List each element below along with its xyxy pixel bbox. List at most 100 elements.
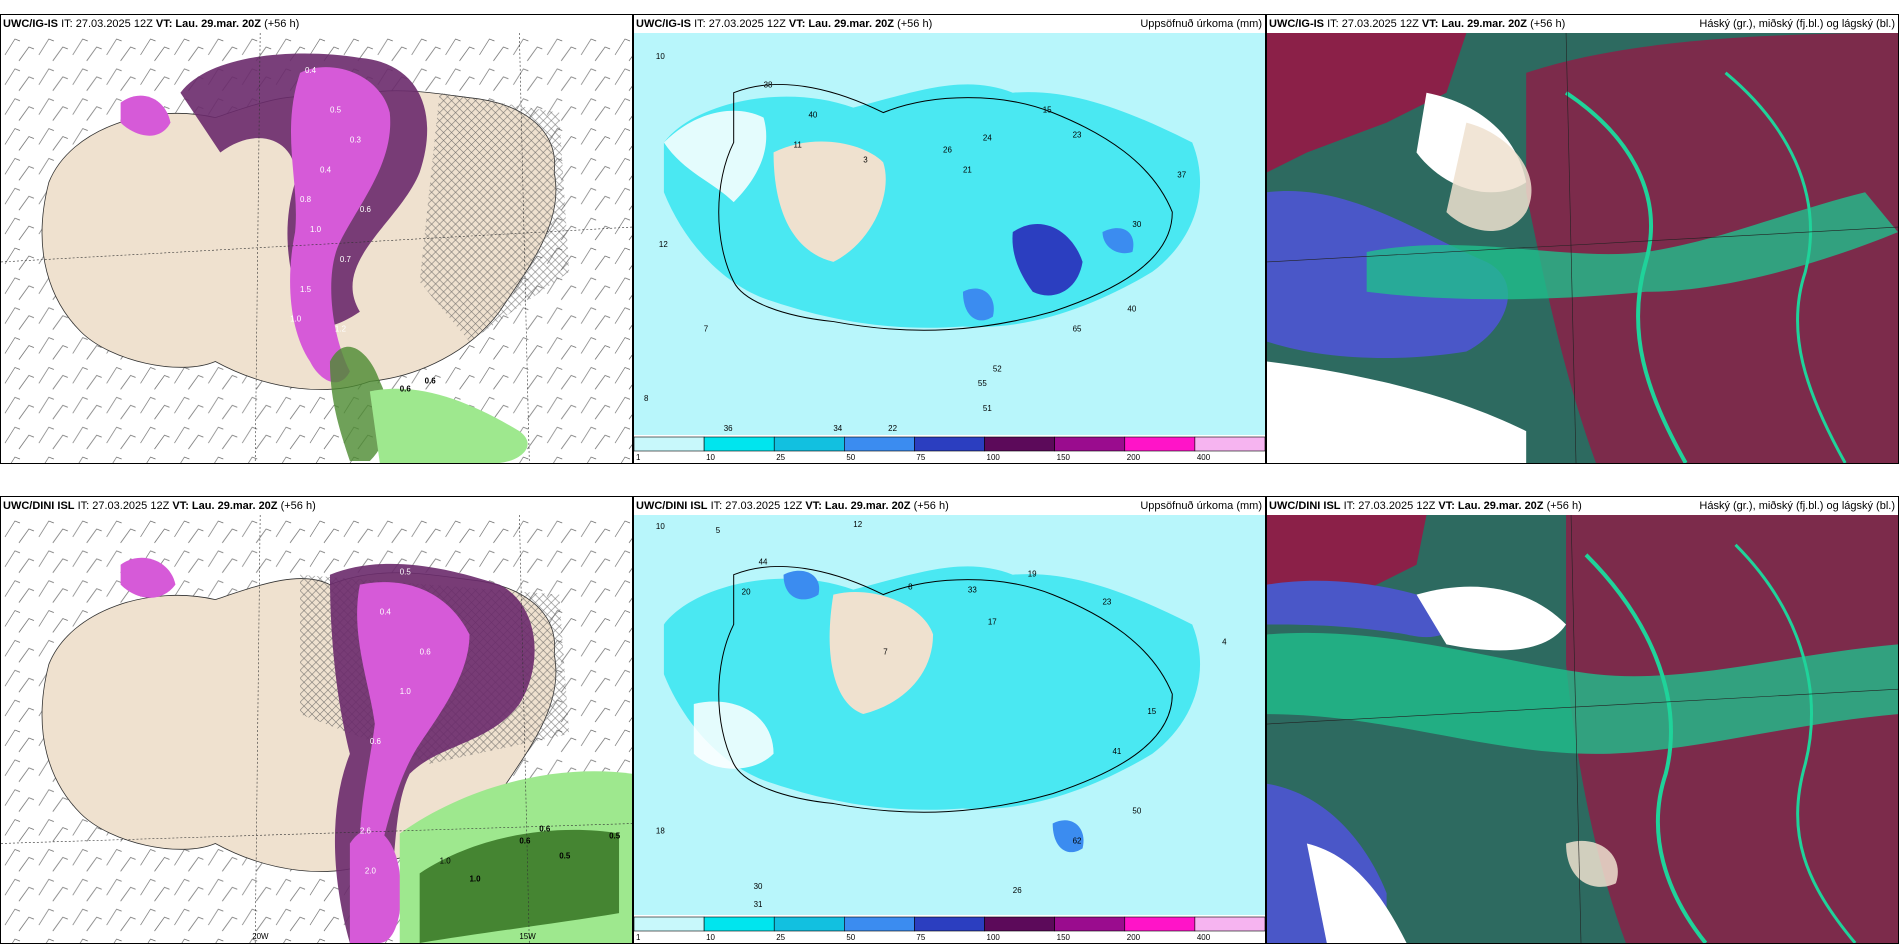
- snow-label: 0.8: [300, 195, 312, 204]
- map-panel-precip-top: UWC/IG-IS IT: 27.03.2025 12Z VT: Lau. 29…: [633, 14, 1266, 464]
- colorbar-tick-label: 150: [1057, 933, 1071, 942]
- precip-map: 10 5 12 44 20 33 17 19 23 15 41 62 50 30…: [634, 515, 1265, 915]
- precip-value: 8: [908, 583, 913, 592]
- precip-value: 50: [1132, 807, 1141, 816]
- cloud-map: [1267, 33, 1898, 463]
- snow-label: 0.6: [360, 205, 372, 214]
- init-time: IT: 27.03.2025 12Z: [1327, 18, 1419, 30]
- init-time: IT: 27.03.2025 12Z: [77, 500, 170, 512]
- precip-value: 19: [1028, 570, 1037, 579]
- snow-label: 1.0: [290, 315, 302, 324]
- snow-label: 0.4: [305, 66, 317, 75]
- colorbar-tick-label: 400: [1197, 453, 1211, 462]
- precip-value: 65: [1073, 325, 1082, 334]
- precip-value: 23: [1103, 598, 1112, 607]
- precip-value: 37: [1177, 170, 1186, 179]
- precip-value: 10: [656, 52, 665, 61]
- rain-label: 1.0: [470, 874, 482, 883]
- precip-value: 24: [983, 133, 992, 142]
- colorbar-tick-label: 25: [776, 933, 785, 942]
- snow-label: 0.3: [350, 135, 362, 144]
- colorbar-swatch: [773, 436, 845, 452]
- precip-value: 55: [978, 379, 987, 388]
- colorbar-tick-label: 10: [706, 453, 715, 462]
- map-panel-wind-snow-bottom: UWC/DINI ISL IT: 27.03.2025 12Z VT: Lau.…: [0, 496, 633, 944]
- colorbar-swatch: [773, 916, 845, 932]
- snow-label: 0.5: [330, 106, 342, 115]
- panel-header: UWC/DINI ISL IT: 27.03.2025 12Z VT: Lau.…: [634, 497, 1265, 515]
- precip-value: 3: [863, 155, 868, 164]
- precip-value: 11: [793, 140, 802, 149]
- precip-value: 15: [1043, 106, 1052, 115]
- colorbar-tick-label: 400: [1197, 933, 1211, 942]
- precip-value: 30: [754, 882, 763, 891]
- colorbar-swatch: [1194, 436, 1265, 452]
- precip-value: 26: [943, 145, 952, 154]
- model-name: UWC/IG-IS: [3, 18, 58, 30]
- precip-value: 17: [988, 617, 997, 626]
- panel-header: UWC/DINI ISL IT: 27.03.2025 12Z VT: Lau.…: [1267, 497, 1898, 515]
- map-panel-clouds-bottom: UWC/DINI ISL IT: 27.03.2025 12Z VT: Lau.…: [1266, 496, 1899, 944]
- colorbar-swatch: [1054, 436, 1126, 452]
- precip-value: 36: [724, 424, 733, 433]
- snow-label: 0.4: [320, 165, 332, 174]
- precip-value: 41: [1112, 747, 1121, 756]
- valid-label: VT:: [1421, 18, 1439, 30]
- precip-value: 4: [1222, 637, 1227, 646]
- lead-time: (+56 h): [913, 500, 949, 512]
- colorbar-tick-label: 200: [1127, 453, 1141, 462]
- model-name: UWC/DINI ISL: [636, 500, 708, 512]
- precip-value: 10: [656, 522, 665, 531]
- init-time: IT: 27.03.2025 12Z: [61, 18, 153, 30]
- precip-value: 23: [1073, 130, 1082, 139]
- precip-value: 8: [644, 394, 649, 403]
- field-title: Uppsöfnuð úrkoma (mm): [1140, 500, 1262, 512]
- rain-label: 0.5: [609, 831, 621, 840]
- colorbar-swatch: [634, 916, 705, 932]
- colorbar-tick-label: 75: [916, 453, 925, 462]
- model-name: UWC/IG-IS: [1269, 18, 1324, 30]
- field-title: Háský (gr.), miðský (fj.bl.) og lágský (…: [1699, 500, 1895, 512]
- wind-snow-map: 0.5 0.4 0.6 1.0 0.6 2.6 2.0 1.0 0.6 0.6 …: [1, 515, 632, 943]
- precip-value: 51: [983, 404, 992, 413]
- colorbar-swatch: [1194, 916, 1265, 932]
- precip-value: 52: [993, 364, 1002, 373]
- precip-value: 22: [888, 424, 897, 433]
- map-panel-wind-snow-top: UWC/IG-IS IT: 27.03.2025 12Z VT: Lau. 29…: [0, 14, 633, 464]
- colorbar-tick-label: 50: [846, 453, 855, 462]
- colorbar-swatch: [984, 916, 1055, 932]
- panel-header: UWC/DINI ISL IT: 27.03.2025 12Z VT: Lau.…: [1, 497, 632, 515]
- colorbar-swatch: [844, 436, 915, 452]
- panel-header: UWC/IG-IS IT: 27.03.2025 12Z VT: Lau. 29…: [1267, 15, 1898, 33]
- colorbar-swatch: [914, 436, 985, 452]
- precip-value: 62: [1073, 836, 1082, 845]
- panel-header: UWC/IG-IS IT: 27.03.2025 12Z VT: Lau. 29…: [1, 15, 632, 33]
- valid-time: Lau. 29.mar. 20Z: [175, 18, 262, 30]
- colorbar-swatch: [1054, 916, 1126, 932]
- colorbar-swatch: [703, 916, 775, 932]
- precip-value: 44: [759, 558, 768, 567]
- precip-value: 31: [754, 900, 763, 909]
- valid-time: Lau. 29.mar. 20Z: [191, 500, 278, 512]
- lon-label-15w: 15W: [519, 932, 536, 941]
- precip-value: 30: [1132, 220, 1141, 229]
- precip-value: 12: [853, 520, 862, 529]
- precip-value: 5: [716, 526, 721, 535]
- snow-label: 2.6: [360, 827, 372, 836]
- precip-value: 20: [742, 588, 751, 597]
- snow-label: 0.4: [380, 608, 392, 617]
- precip-value: 7: [704, 325, 709, 334]
- colorbar-tick-label: 75: [916, 933, 925, 942]
- colorbar-swatch: [914, 916, 985, 932]
- field-title: Uppsöfnuð úrkoma (mm): [1140, 18, 1262, 30]
- rain-label: 1.0: [440, 856, 452, 865]
- snow-label: 0.6: [370, 737, 382, 746]
- precip-value: 38: [764, 81, 773, 90]
- colorbar-tick-label: 100: [987, 933, 1001, 942]
- colorbar-swatch: [844, 916, 915, 932]
- model-name: UWC/IG-IS: [636, 18, 691, 30]
- precip-colorbar: 1 10 25 50 75 100 150 200 400: [634, 915, 1265, 943]
- snow-label: 2.0: [365, 866, 377, 875]
- valid-time: Lau. 29.mar. 20Z: [1441, 18, 1528, 30]
- precip-value: 34: [833, 424, 842, 433]
